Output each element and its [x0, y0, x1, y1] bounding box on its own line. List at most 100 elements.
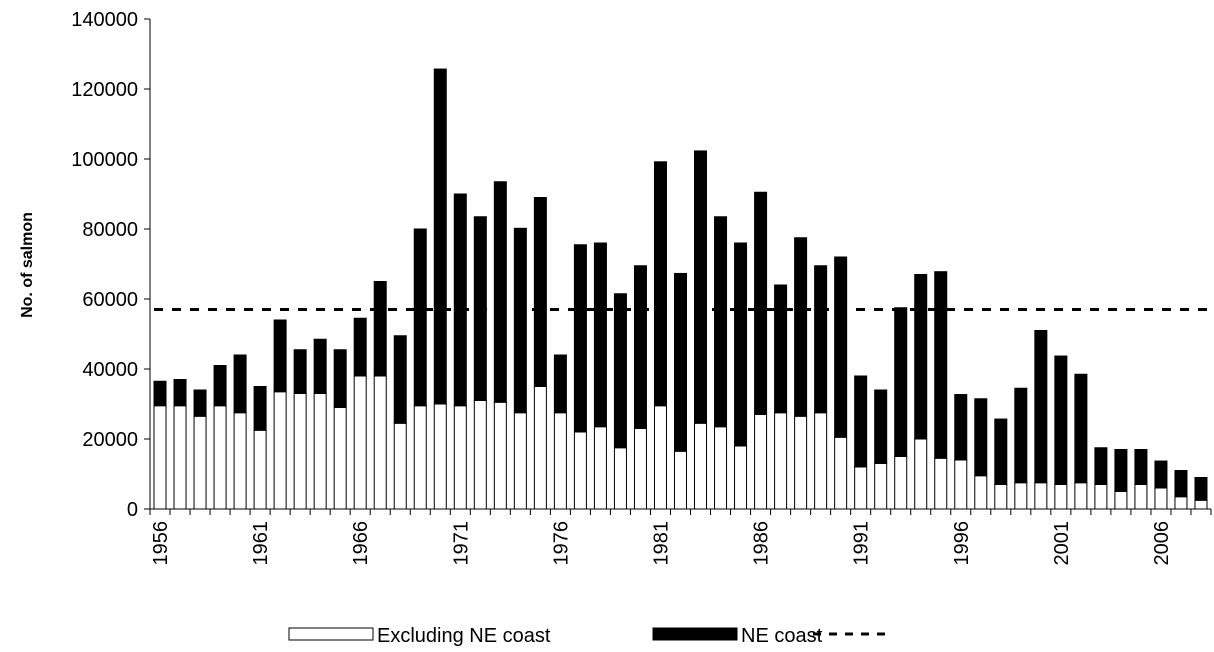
legend-swatch-ne-coast — [652, 627, 738, 641]
bar-ne-coast — [553, 354, 567, 414]
bar-ne-coast — [994, 418, 1008, 485]
bar-excluding-ne-coast — [1094, 484, 1108, 510]
bar-ne-coast — [613, 293, 627, 449]
y-axis-title: No. of salmon — [19, 212, 36, 318]
bar-ne-coast — [353, 317, 367, 377]
bars — [153, 68, 1208, 510]
bar-excluding-ne-coast — [233, 412, 247, 510]
bar-excluding-ne-coast — [473, 400, 487, 510]
bar-ne-coast — [653, 161, 667, 407]
bar-ne-coast — [293, 349, 307, 394]
bar-excluding-ne-coast — [513, 412, 527, 510]
bar-excluding-ne-coast — [734, 445, 748, 510]
y-tick-label: 100000 — [71, 149, 138, 171]
bar-excluding-ne-coast — [1014, 482, 1028, 510]
bar-excluding-ne-coast — [874, 463, 888, 510]
x-tick-label: 1956 — [150, 521, 172, 566]
bar-ne-coast — [1094, 447, 1108, 485]
bar-excluding-ne-coast — [794, 415, 808, 510]
bar-ne-coast — [974, 398, 988, 477]
x-tick-label: 2006 — [1151, 521, 1173, 566]
bar-excluding-ne-coast — [633, 428, 647, 510]
y-tick-label: 40000 — [82, 359, 138, 381]
bar-ne-coast — [453, 193, 467, 407]
bar-ne-coast — [193, 389, 207, 417]
bar-excluding-ne-coast — [1154, 487, 1168, 510]
bar-excluding-ne-coast — [373, 375, 387, 510]
bar-excluding-ne-coast — [593, 426, 607, 510]
bar-excluding-ne-coast — [1194, 499, 1208, 510]
bar-excluding-ne-coast — [894, 456, 908, 510]
bar-excluding-ne-coast — [754, 414, 768, 510]
bar-ne-coast — [834, 256, 848, 438]
bar-ne-coast — [1114, 449, 1128, 492]
bar-ne-coast — [914, 274, 928, 440]
y-tick-label: 80000 — [82, 219, 138, 241]
y-tick-label: 120000 — [71, 79, 138, 101]
bar-excluding-ne-coast — [814, 412, 828, 510]
bar-excluding-ne-coast — [1114, 491, 1128, 510]
bar-ne-coast — [1034, 330, 1048, 484]
bar-ne-coast — [213, 365, 227, 407]
bar-excluding-ne-coast — [854, 466, 868, 510]
x-tick-label: 1986 — [751, 521, 773, 566]
bar-ne-coast — [894, 307, 908, 457]
x-tick-label: 1966 — [350, 521, 372, 566]
bar-excluding-ne-coast — [694, 422, 708, 510]
bar-ne-coast — [694, 150, 708, 424]
bar-excluding-ne-coast — [253, 429, 267, 510]
bar-ne-coast — [413, 228, 427, 407]
bar-excluding-ne-coast — [834, 436, 848, 510]
y-tick-label: 0 — [127, 499, 138, 521]
bar-ne-coast — [433, 68, 447, 405]
bar-ne-coast — [593, 242, 607, 428]
bar-excluding-ne-coast — [453, 405, 467, 510]
bar-ne-coast — [1194, 477, 1208, 501]
x-tick-label: 1981 — [650, 521, 672, 566]
bar-excluding-ne-coast — [1054, 484, 1068, 510]
bar-excluding-ne-coast — [533, 386, 547, 510]
bar-excluding-ne-coast — [153, 405, 167, 510]
bar-ne-coast — [1014, 387, 1028, 484]
bar-excluding-ne-coast — [974, 475, 988, 510]
bar-ne-coast — [814, 265, 828, 414]
bar-excluding-ne-coast — [553, 412, 567, 510]
bar-excluding-ne-coast — [954, 459, 968, 510]
x-tick-label: 1971 — [450, 521, 472, 566]
bar-ne-coast — [253, 386, 267, 431]
bar-excluding-ne-coast — [433, 403, 447, 510]
bar-excluding-ne-coast — [1134, 484, 1148, 510]
bar-ne-coast — [874, 389, 888, 464]
x-tick-label: 1961 — [250, 521, 272, 566]
bar-excluding-ne-coast — [1174, 496, 1188, 510]
bar-ne-coast — [1054, 355, 1068, 485]
bar-excluding-ne-coast — [333, 407, 347, 510]
bar-excluding-ne-coast — [293, 393, 307, 510]
bar-ne-coast — [373, 281, 387, 377]
bar-ne-coast — [313, 338, 327, 394]
bar-excluding-ne-coast — [213, 405, 227, 510]
y-tick-label: 20000 — [82, 429, 138, 451]
bar-ne-coast — [573, 244, 587, 433]
bar-excluding-ne-coast — [1074, 482, 1088, 510]
bar-ne-coast — [854, 375, 868, 468]
y-tick-label: 140000 — [71, 9, 138, 31]
bar-ne-coast — [493, 181, 507, 403]
bar-ne-coast — [1174, 470, 1188, 498]
bar-excluding-ne-coast — [673, 450, 688, 510]
bar-ne-coast — [273, 319, 287, 393]
bar-excluding-ne-coast — [1034, 482, 1048, 510]
bar-ne-coast — [513, 227, 527, 414]
bar-ne-coast — [754, 191, 768, 415]
bar-excluding-ne-coast — [934, 457, 948, 510]
x-tick-label: 1996 — [951, 521, 973, 566]
bar-ne-coast — [333, 349, 347, 408]
bar-excluding-ne-coast — [193, 415, 207, 510]
x-tick-label: 1976 — [550, 521, 572, 566]
bar-ne-coast — [1154, 460, 1168, 489]
bar-ne-coast — [934, 271, 948, 459]
bar-ne-coast — [774, 284, 788, 414]
bar-excluding-ne-coast — [613, 447, 627, 510]
bar-excluding-ne-coast — [493, 401, 507, 510]
bar-excluding-ne-coast — [774, 412, 788, 510]
